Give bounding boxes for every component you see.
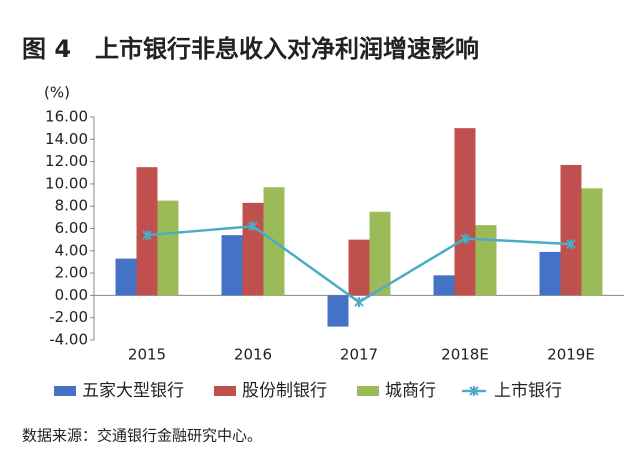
bar [115,258,137,296]
line-marker [460,233,470,244]
y-tick-label: 10.00 [45,174,88,192]
y-tick-label: 0.00 [55,286,88,304]
bar [369,211,391,296]
y-tick-label: 2.00 [55,264,88,282]
line-marker [354,297,364,308]
bar [475,225,497,296]
legend-label: 上市银行 [494,381,562,401]
bar [348,239,370,296]
bar [221,235,243,296]
bar [242,202,264,296]
y-tick-label: 16.00 [45,108,88,126]
y-unit: (%) [44,84,70,102]
y-tick-label: -2.00 [49,308,88,326]
bar [433,275,455,296]
bar [539,251,561,296]
x-tick-label: 2016 [234,346,272,364]
legend-label: 五家大型银行 [82,381,184,401]
y-tick-label: -4.00 [49,331,88,349]
chart-title: 图 4 上市银行非息收入对净利润增速影响 [22,35,479,63]
legend-label: 股份制银行 [242,381,327,401]
legend-label: 城商行 [385,381,436,401]
source-note: 数据来源：交通银行金融研究中心。 [22,427,262,445]
bar [581,188,603,296]
bar [560,164,582,296]
y-tick-label: 12.00 [45,152,88,170]
line-marker [248,221,258,232]
legend-swatch [54,386,76,396]
y-tick-label: 14.00 [45,130,88,148]
x-tick-label: 2018E [441,346,489,364]
line-marker [566,239,576,250]
legend-swatch [357,386,379,396]
legend-swatch [214,386,236,396]
bar [327,295,349,327]
bar [454,128,476,296]
x-tick-label: 2015 [128,346,166,364]
legend-swatch [469,386,479,396]
y-tick-label: 4.00 [55,241,88,259]
line-marker [142,230,152,241]
y-tick-label: 8.00 [55,197,88,215]
y-tick-label: 6.00 [55,219,88,237]
x-tick-label: 2019E [547,346,595,364]
x-tick-label: 2017 [340,346,378,364]
bar [157,200,179,296]
